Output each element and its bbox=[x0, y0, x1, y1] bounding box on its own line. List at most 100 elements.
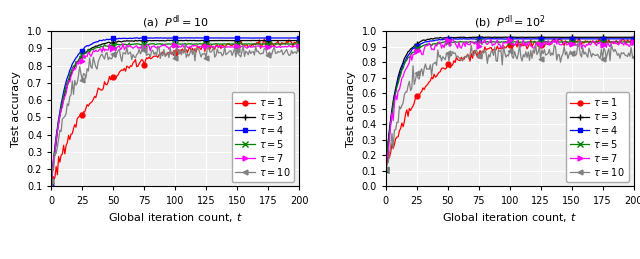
$\tau = 7$ bbox=[472, 40, 480, 43]
$\tau = 3$ bbox=[182, 39, 190, 42]
Line: $\tau = 1$: $\tau = 1$ bbox=[383, 35, 636, 168]
$\tau = 4$ bbox=[153, 36, 161, 39]
Y-axis label: Test accuracy: Test accuracy bbox=[346, 71, 356, 147]
$\tau = 4$ bbox=[460, 37, 468, 40]
$\tau = 10$ bbox=[152, 51, 159, 54]
$\tau = 10$ bbox=[182, 56, 190, 59]
$\tau = 4$ bbox=[610, 37, 618, 40]
$\tau = 7$ bbox=[404, 64, 412, 67]
$\tau = 3$ bbox=[138, 39, 145, 42]
$\tau = 10$ bbox=[486, 55, 493, 59]
$\tau = 10$ bbox=[47, 180, 55, 183]
$\tau = 1$ bbox=[474, 54, 481, 57]
$\tau = 1$ bbox=[383, 163, 391, 167]
Line: $\tau = 5$: $\tau = 5$ bbox=[48, 40, 303, 188]
$\tau = 1$ bbox=[47, 176, 55, 179]
$\tau = 10$ bbox=[138, 50, 145, 53]
$\tau = 10$ bbox=[49, 166, 56, 169]
$\tau = 1$ bbox=[385, 150, 392, 153]
Legend: $\tau = 1$, $\tau = 3$, $\tau = 4$, $\tau = 5$, $\tau = 7$, $\tau = 10$: $\tau = 1$, $\tau = 3$, $\tau = 4$, $\ta… bbox=[566, 92, 628, 182]
$\tau = 10$ bbox=[516, 44, 524, 47]
$\tau = 4$ bbox=[474, 37, 481, 40]
$\tau = 5$ bbox=[383, 153, 391, 156]
$\tau = 10$ bbox=[295, 48, 303, 51]
$\tau = 1$ bbox=[182, 48, 190, 51]
$\tau = 4$ bbox=[517, 37, 525, 40]
X-axis label: Global iteration count, $t$: Global iteration count, $t$ bbox=[442, 211, 577, 224]
$\tau = 1$ bbox=[487, 46, 495, 49]
$\tau = 7$ bbox=[47, 184, 55, 187]
$\tau = 3$ bbox=[472, 36, 480, 39]
$\tau = 5$ bbox=[517, 40, 525, 44]
$\tau = 3$ bbox=[610, 36, 618, 39]
Legend: $\tau = 1$, $\tau = 3$, $\tau = 4$, $\tau = 5$, $\tau = 7$, $\tau = 10$: $\tau = 1$, $\tau = 3$, $\tau = 4$, $\ta… bbox=[232, 92, 294, 182]
$\tau = 4$ bbox=[630, 37, 637, 40]
$\tau = 1$ bbox=[139, 59, 147, 62]
$\tau = 7$ bbox=[70, 66, 77, 69]
$\tau = 7$ bbox=[610, 40, 618, 43]
$\tau = 7$ bbox=[504, 36, 512, 39]
$\tau = 7$ bbox=[275, 45, 283, 48]
$\tau = 4$ bbox=[49, 169, 56, 172]
$\tau = 7$ bbox=[486, 40, 493, 43]
$\tau = 3$ bbox=[49, 170, 56, 173]
$\tau = 4$ bbox=[70, 60, 77, 63]
$\tau = 1$ bbox=[517, 42, 525, 45]
$\tau = 5$ bbox=[295, 42, 303, 46]
$\tau = 3$ bbox=[479, 35, 486, 39]
$\tau = 10$ bbox=[275, 51, 283, 54]
$\tau = 5$ bbox=[382, 169, 390, 172]
$\tau = 5$ bbox=[47, 183, 55, 186]
$\tau = 4$ bbox=[383, 154, 391, 157]
$\tau = 3$ bbox=[47, 183, 55, 186]
$\tau = 1$ bbox=[295, 43, 303, 46]
$\tau = 10$ bbox=[574, 41, 582, 44]
$\tau = 5$ bbox=[630, 40, 637, 44]
$\tau = 1$ bbox=[49, 182, 56, 185]
$\tau = 7$ bbox=[383, 156, 391, 160]
Line: $\tau = 3$: $\tau = 3$ bbox=[48, 37, 303, 188]
$\tau = 3$ bbox=[487, 36, 495, 39]
$\tau = 7$ bbox=[49, 169, 56, 172]
$\tau = 4$ bbox=[133, 36, 141, 39]
$\tau = 5$ bbox=[404, 56, 412, 59]
$\tau = 3$ bbox=[164, 39, 172, 42]
$\tau = 5$ bbox=[70, 64, 77, 67]
$\tau = 3$ bbox=[275, 39, 283, 42]
$\tau = 7$ bbox=[119, 42, 127, 45]
$\tau = 5$ bbox=[475, 40, 483, 43]
$\tau = 1$ bbox=[382, 155, 390, 159]
$\tau = 10$ bbox=[610, 50, 618, 53]
$\tau = 4$ bbox=[295, 37, 303, 40]
$\tau = 10$ bbox=[70, 93, 77, 96]
Line: $\tau = 4$: $\tau = 4$ bbox=[49, 35, 301, 188]
$\tau = 5$ bbox=[610, 40, 618, 44]
$\tau = 4$ bbox=[487, 37, 495, 40]
$\tau = 5$ bbox=[139, 42, 147, 45]
$\tau = 10$ bbox=[472, 48, 480, 52]
$\tau = 3$ bbox=[383, 152, 391, 155]
$\tau = 7$ bbox=[182, 44, 190, 47]
Title: (b)  $P^\mathrm{dl} = 10^2$: (b) $P^\mathrm{dl} = 10^2$ bbox=[474, 13, 545, 31]
$\tau = 4$ bbox=[382, 168, 390, 171]
$\tau = 7$ bbox=[630, 40, 637, 44]
$\tau = 1$ bbox=[50, 178, 58, 181]
$\tau = 5$ bbox=[487, 41, 495, 44]
$\tau = 1$ bbox=[406, 107, 413, 110]
$\tau = 3$ bbox=[517, 36, 525, 39]
$\tau = 10$ bbox=[382, 168, 390, 171]
$\tau = 5$ bbox=[153, 43, 161, 46]
$\tau = 5$ bbox=[275, 42, 283, 46]
$\tau = 4$ bbox=[404, 54, 412, 57]
$\tau = 3$ bbox=[404, 50, 412, 53]
$\tau = 1$ bbox=[71, 123, 79, 126]
$\tau = 1$ bbox=[153, 54, 161, 57]
$\tau = 4$ bbox=[47, 183, 55, 186]
$\tau = 5$ bbox=[49, 171, 56, 175]
$\tau = 7$ bbox=[139, 45, 147, 48]
Line: $\tau = 10$: $\tau = 10$ bbox=[49, 42, 301, 184]
$\tau = 10$ bbox=[181, 43, 189, 46]
X-axis label: Global iteration count, $t$: Global iteration count, $t$ bbox=[108, 211, 243, 224]
$\tau = 4$ bbox=[182, 36, 190, 39]
Line: $\tau = 7$: $\tau = 7$ bbox=[383, 35, 636, 172]
